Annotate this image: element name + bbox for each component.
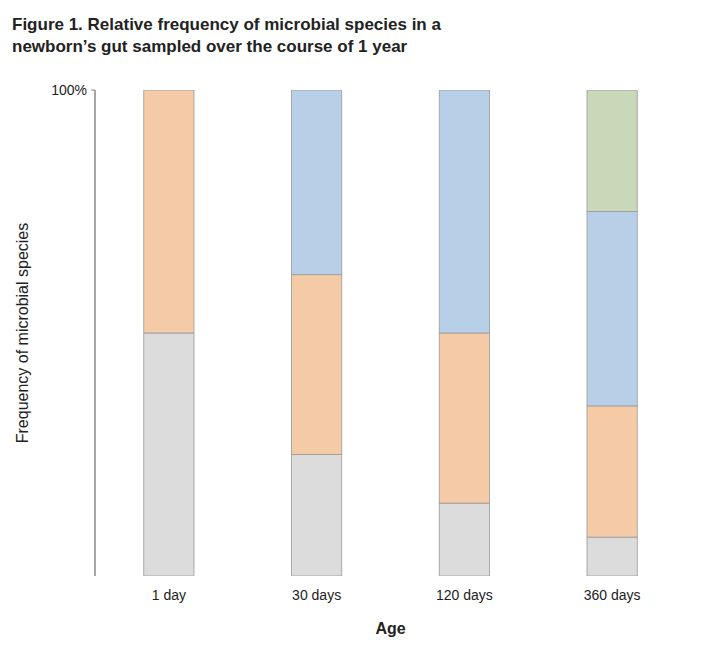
y-axis-label: Frequency of microbial species [14, 223, 31, 444]
bar-segment [439, 333, 489, 503]
chart-svg: Figure 1. Relative frequency of microbia… [0, 0, 716, 656]
bar-segment [587, 537, 637, 576]
bar-segment [144, 333, 194, 576]
y-axis-line [94, 90, 96, 576]
chart-container: Figure 1. Relative frequency of microbia… [0, 0, 716, 656]
x-tick-label: 360 days [584, 587, 641, 603]
bar-segment [439, 503, 489, 576]
bars [144, 90, 637, 576]
x-axis-label: Age [375, 620, 405, 637]
bar-segment [587, 212, 637, 406]
bar-segment [292, 275, 342, 455]
x-tick-label: 30 days [292, 587, 341, 603]
bar-segment [292, 455, 342, 577]
bar-segment [292, 90, 342, 91]
bar-segment [144, 90, 194, 91]
y-tick [91, 90, 95, 91]
x-tick-label: 120 days [436, 587, 493, 603]
bar-segment [439, 90, 489, 91]
bar-segment [144, 90, 194, 91]
bar-segment [587, 90, 637, 212]
x-tick-label: 1 day [152, 587, 186, 603]
bar-segment [439, 90, 489, 333]
y-tick-label: 100% [51, 82, 87, 98]
bar-segment [144, 90, 194, 333]
bar-segment [587, 406, 637, 537]
title: Figure 1. Relative frequency of microbia… [12, 15, 441, 56]
bar-segment [292, 90, 342, 275]
